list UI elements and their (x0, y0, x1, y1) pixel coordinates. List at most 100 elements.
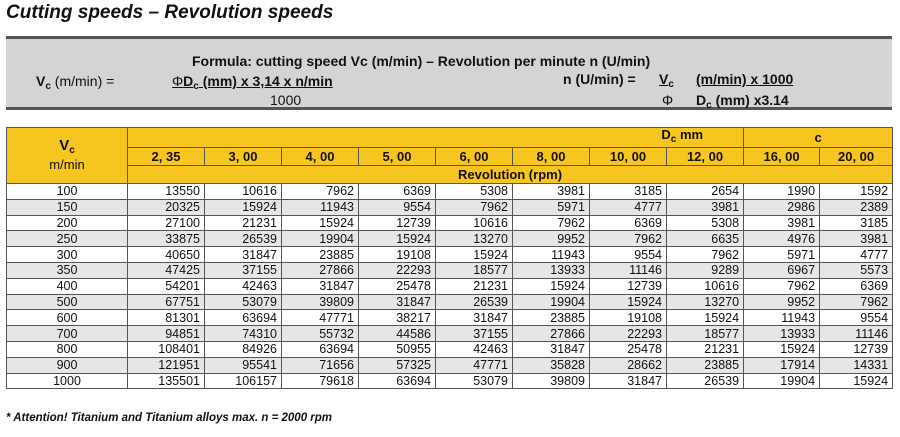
rpm-cell: 25478 (358, 277, 436, 295)
rpm-cell: 1592 (819, 183, 894, 200)
rpm-cell: 33875 (127, 230, 205, 248)
rpm-cell: 42463 (204, 277, 282, 295)
rpm-cell: 53079 (204, 293, 282, 311)
vc-cell: 500 (6, 293, 128, 311)
rpm-cell: 47771 (281, 309, 359, 327)
revolution-header: Revolution (rpm) (126, 165, 894, 184)
rpm-cell: 108401 (127, 340, 205, 358)
rpm-cell: 4777 (819, 246, 894, 263)
diameter-header: 12, 00 (665, 147, 745, 166)
rpm-cell: 27100 (127, 214, 205, 232)
rpm-cell: 54201 (127, 277, 205, 295)
rpm-cell: 38217 (358, 309, 436, 327)
rpm-cell: 95541 (204, 356, 282, 374)
rpm-cell: 5573 (819, 261, 894, 279)
rpm-cell: 135501 (127, 372, 205, 390)
rpm-cell: 1990 (743, 183, 821, 200)
rpm-cell: 10616 (665, 277, 745, 295)
rpm-cell: 9952 (743, 293, 821, 311)
rpm-cell: 23885 (281, 246, 359, 263)
table-row: 100 13550 10616 7962 6369 5308 3981 3185 2654 199… (6, 183, 894, 200)
rpm-cell: 57325 (358, 356, 436, 374)
vc-cell: 350 (6, 261, 128, 279)
table-row: 500 67751 53079 39809 31847 26539 19904 15924 13… (6, 293, 894, 311)
rpm-cell: 63694 (281, 340, 359, 358)
rpm-cell: 31847 (281, 277, 359, 295)
formula-right-frac1-top: Vc (659, 71, 674, 90)
formula-left-denominator: 1000 (270, 92, 302, 108)
rpm-cell: 5971 (743, 246, 821, 263)
rpm-cell: 3185 (589, 183, 667, 200)
rpm-cell: 21231 (435, 277, 513, 295)
rpm-cell: 84926 (204, 340, 282, 358)
rpm-cell: 21231 (665, 340, 745, 358)
rpm-cell: 55732 (281, 325, 359, 342)
vc-cell: 200 (6, 214, 128, 232)
rpm-cell: 11146 (589, 261, 667, 279)
rpm-cell: 2389 (819, 198, 894, 216)
rpm-cell: 9554 (358, 198, 436, 216)
rpm-cell: 9952 (512, 230, 590, 248)
rpm-cell: 15924 (819, 372, 894, 390)
diameter-header: 6, 00 (435, 147, 513, 166)
rpm-cell: 3981 (819, 230, 894, 248)
rpm-cell: 81301 (127, 309, 205, 327)
rpm-cell: 12739 (819, 340, 894, 358)
table-row: 150 20325 15924 11943 9554 7962 5971 4777 3981 29… (6, 198, 894, 216)
rpm-cell: 47425 (127, 261, 205, 279)
rpm-cell: 28662 (589, 356, 667, 374)
vc-cell: 150 (6, 198, 128, 216)
rpm-cell: 5308 (665, 214, 745, 232)
vc-cell: 900 (6, 356, 128, 374)
rpm-cell: 50955 (358, 340, 436, 358)
diameter-header: 16, 00 (743, 147, 821, 166)
rpm-cell: 31847 (589, 372, 667, 390)
rpm-cell: 15924 (743, 340, 821, 358)
rpm-cell: 4976 (743, 230, 821, 248)
diameter-header: 10, 00 (589, 147, 667, 166)
vc-cell: 1000 (6, 372, 128, 390)
formula-box: Formula: cutting speed Vc (m/min) – Revo… (6, 36, 892, 111)
rpm-cell: 26539 (204, 230, 282, 248)
table-row: 700 94851 74310 55732 44586 37155 27866 22293 18… (6, 325, 894, 342)
rpm-cell: 13270 (435, 230, 513, 248)
diameter-header: 4, 00 (281, 147, 359, 166)
rpm-cell: 12739 (358, 214, 436, 232)
table-row: 200 27100 21231 15924 12739 10616 7962 6369 5308… (6, 214, 894, 232)
rpm-cell: 31847 (512, 340, 590, 358)
rpm-cell: 79618 (281, 372, 359, 390)
rpm-cell: 13270 (665, 293, 745, 311)
table-row: 600 81301 63694 47771 38217 31847 23885 19108 15… (6, 309, 894, 327)
rpm-cell: 19108 (358, 246, 436, 263)
rpm-cell: 23885 (665, 356, 745, 374)
table-row: 250 33875 26539 19904 15924 13270 9952 7962 6635… (6, 230, 894, 248)
rpm-cell: 11943 (512, 246, 590, 263)
table-row: 1000 135501 106157 79618 63694 53079 39809 3184… (6, 372, 894, 390)
attention-note: * Attention! Titanium and Titanium alloy… (6, 412, 333, 424)
rpm-cell: 7962 (665, 246, 745, 263)
rpm-cell: 5971 (512, 198, 590, 216)
rpm-cell: 37155 (204, 261, 282, 279)
rpm-cell: 39809 (281, 293, 359, 311)
page-title: Cutting speeds – Revolution speeds (6, 2, 334, 23)
rpm-cell: 19904 (512, 293, 590, 311)
formula-right-lhs: n (U/min) = (563, 71, 636, 87)
formula-left-lhs: Vc (m/min) = (36, 73, 115, 92)
rpm-cell: 19904 (281, 230, 359, 248)
rpm-cell: 18577 (435, 261, 513, 279)
formula-right-frac1-bottom: Φ (662, 92, 674, 108)
table-row: 800 108401 84926 63694 50955 42463 31847 25478 2… (6, 340, 894, 358)
rpm-cell: 3981 (512, 183, 590, 200)
rpm-cell: 6967 (743, 261, 821, 279)
rpm-cell: 6369 (358, 183, 436, 200)
rpm-cell: 13933 (512, 261, 590, 279)
diameter-header: 2, 35 (127, 147, 205, 166)
formula-right-frac2-top: (m/min) x 1000 (696, 71, 794, 87)
rpm-cell: 15924 (589, 293, 667, 311)
rpm-cell: 14331 (819, 356, 894, 374)
rpm-cell: 74310 (204, 325, 282, 342)
vc-cell: 100 (6, 183, 128, 200)
rpm-cell: 5308 (435, 183, 513, 200)
rpm-cell: 63694 (204, 309, 282, 327)
vc-cell: 700 (6, 325, 128, 342)
